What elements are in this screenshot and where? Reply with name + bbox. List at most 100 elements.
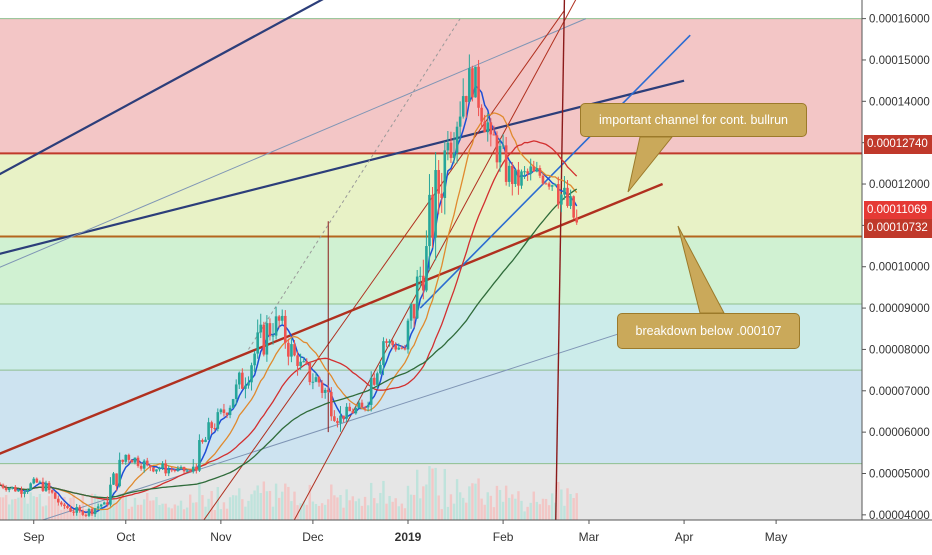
x-tick-label: Oct <box>116 530 135 544</box>
volume-bar <box>60 509 63 520</box>
candle <box>124 454 128 462</box>
candle <box>299 361 302 366</box>
candle <box>320 382 324 393</box>
candle <box>409 304 413 321</box>
candle <box>553 184 557 186</box>
volume-bar <box>284 483 287 520</box>
candle <box>418 275 422 277</box>
candle <box>56 498 60 503</box>
volume-bar <box>277 497 281 520</box>
volume-bar <box>422 486 425 520</box>
volume-bar <box>253 490 256 520</box>
candle <box>492 134 496 136</box>
volume-bar <box>455 479 459 520</box>
volume-bar <box>139 504 143 520</box>
callout-pointer-channel <box>627 136 674 193</box>
candle <box>176 468 180 471</box>
candle <box>360 402 364 408</box>
candle <box>317 377 321 383</box>
volume-bar <box>308 484 312 520</box>
volume-bar <box>256 485 259 520</box>
volume-bar <box>532 491 535 520</box>
candle <box>314 377 318 382</box>
candle <box>253 353 256 366</box>
candle <box>99 504 103 507</box>
x-tick-label: Sep <box>23 530 45 544</box>
volume-bar <box>431 468 434 520</box>
price-tag-resistance: 0.00012740 <box>864 135 932 154</box>
candle <box>136 457 140 466</box>
candle <box>501 145 505 147</box>
candle <box>305 361 309 363</box>
candle <box>225 413 229 416</box>
volume-bar <box>412 494 416 520</box>
candle <box>547 183 551 187</box>
candle <box>219 409 223 413</box>
volume-bar <box>20 493 23 520</box>
candle <box>440 193 444 198</box>
level-band <box>0 236 862 304</box>
candle <box>529 166 532 174</box>
volume-bar <box>366 505 370 520</box>
volume-bar <box>47 496 51 520</box>
volume-bar <box>93 493 97 520</box>
volume-bar <box>81 495 85 520</box>
candle <box>354 407 358 414</box>
candle <box>204 439 207 443</box>
volume-bar <box>219 509 223 520</box>
volume-bar <box>182 509 186 520</box>
annotation-breakdown[interactable]: breakdown below .000107 <box>617 313 800 349</box>
candle <box>372 377 376 385</box>
y-tick-label: 0.00012000 <box>869 179 930 191</box>
candle <box>483 121 486 133</box>
channel-parallel-line <box>0 18 587 268</box>
candle <box>69 507 72 512</box>
volume-bar <box>403 508 407 520</box>
candle <box>415 276 419 319</box>
volume-bar <box>443 468 447 520</box>
candle <box>115 473 118 487</box>
annotation-channel[interactable]: important channel for cont. bullrun <box>580 103 807 137</box>
candle <box>44 482 48 491</box>
volume-bar <box>72 494 75 520</box>
volume-bar <box>228 497 232 520</box>
volume-bar <box>44 505 48 520</box>
candle <box>182 466 186 472</box>
volume-bar <box>152 500 155 520</box>
volume-bar <box>238 488 241 520</box>
volume-bar <box>188 494 192 520</box>
volume-bar <box>149 500 152 520</box>
volume-bar <box>244 506 247 520</box>
channel-lower-line <box>0 324 648 535</box>
candle <box>234 384 238 400</box>
volume-bar <box>440 509 443 520</box>
candle <box>32 478 36 484</box>
candle <box>102 502 106 505</box>
candle <box>446 142 450 151</box>
candle <box>247 382 250 386</box>
candle <box>20 490 23 494</box>
candle <box>471 68 474 98</box>
candle <box>142 460 146 469</box>
y-tick-label: 0.00015000 <box>869 55 930 67</box>
x-tick-label: Feb <box>493 530 514 544</box>
volume-bar <box>250 494 253 520</box>
volume-bar <box>124 495 127 520</box>
steep-trend-line <box>183 10 565 549</box>
y-tick-label: 0.00014000 <box>869 96 930 108</box>
volume-bar <box>508 497 511 520</box>
candle <box>161 463 164 469</box>
candle <box>17 490 20 492</box>
volume-bar <box>26 503 29 520</box>
candle <box>262 324 266 355</box>
candle <box>10 486 14 489</box>
x-axis-area <box>0 520 932 550</box>
volume-bar <box>195 502 198 520</box>
volume-bar <box>100 502 103 520</box>
volume-bar <box>311 501 315 520</box>
volume-bar <box>535 501 539 520</box>
volume-bar <box>388 495 391 520</box>
volume-bar <box>173 504 177 520</box>
